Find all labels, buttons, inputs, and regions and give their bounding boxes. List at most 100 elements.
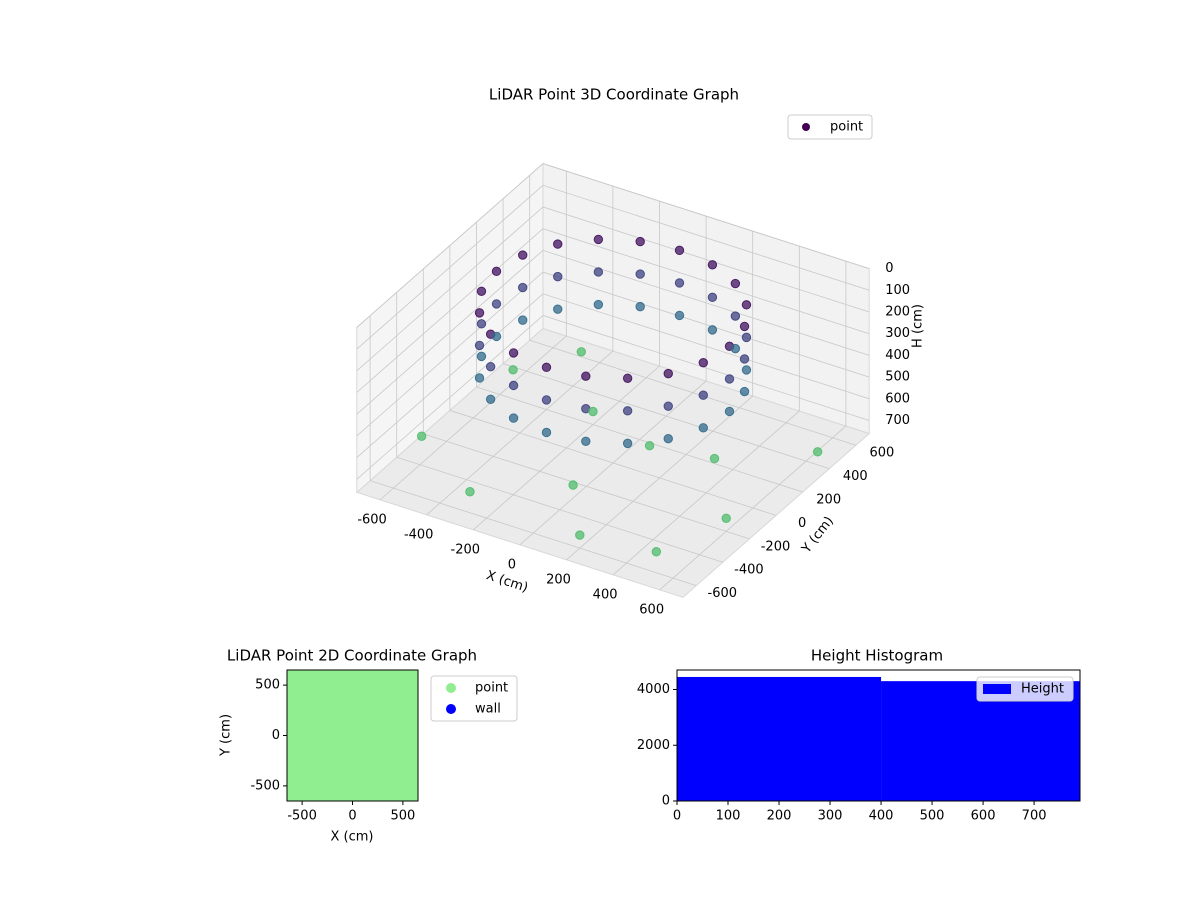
legend-box (787, 114, 873, 140)
point (812, 447, 823, 457)
grid-line (356, 184, 870, 350)
point (541, 395, 552, 405)
x-tick-label: 0 (348, 809, 356, 824)
point (698, 357, 708, 368)
point (644, 441, 655, 451)
point (553, 271, 563, 282)
x-tick-label: 0 (508, 557, 516, 572)
point (541, 427, 552, 438)
x-tick-label: 0 (673, 809, 681, 824)
x-tick-label: 600 (971, 809, 996, 824)
z-tick-label: 300 (885, 326, 910, 341)
legend-box (976, 676, 1074, 702)
z-tick-label: 700 (885, 413, 910, 428)
point (575, 530, 585, 540)
point (508, 413, 519, 423)
point (730, 278, 741, 289)
x-tick-label: 300 (818, 809, 843, 824)
x-tick-label: -200 (451, 542, 481, 557)
z-tick-label: 400 (885, 348, 910, 363)
point (707, 325, 718, 335)
point (707, 292, 718, 303)
point (474, 373, 485, 383)
z-tick-label: 0 (885, 261, 893, 276)
z-axis-label: H (cm) (911, 304, 926, 348)
point (663, 434, 673, 444)
point (491, 299, 502, 309)
x-tick-label: 700 (1022, 809, 1047, 824)
point (741, 365, 752, 375)
point (707, 260, 718, 270)
legend-label: wall (475, 702, 501, 717)
y-tick-label: 0 (662, 794, 670, 809)
point (622, 373, 633, 383)
grid-line (529, 175, 857, 446)
point (663, 401, 673, 411)
z-tick-label: 600 (885, 391, 910, 406)
point (476, 351, 487, 362)
point (581, 371, 591, 381)
point (518, 250, 528, 260)
point (739, 354, 750, 364)
legend-label: Height (1021, 682, 1064, 697)
point (741, 332, 752, 343)
grid-line (356, 163, 870, 328)
y-tick-label: 4000 (637, 682, 670, 697)
point (635, 236, 645, 247)
legend-label: point (475, 681, 508, 696)
point (474, 308, 485, 318)
grid-line (356, 228, 870, 393)
legend-marker (983, 684, 1011, 694)
point (416, 431, 427, 441)
grid-line (502, 198, 830, 470)
x-axis-label: X (cm) (331, 830, 374, 845)
x-tick-label: 400 (869, 809, 894, 824)
point (541, 362, 552, 373)
y-tick-label: 600 (869, 446, 894, 461)
point (581, 436, 591, 446)
grid-line (426, 186, 614, 516)
point (724, 406, 735, 417)
grid-line (519, 216, 707, 546)
point (397, 670, 418, 691)
point (593, 234, 604, 245)
point (576, 347, 586, 357)
point (635, 301, 645, 312)
point (674, 278, 685, 288)
legend-marker (446, 683, 456, 693)
z-tick-label: 500 (885, 370, 910, 385)
x-tick-label: 600 (639, 602, 664, 617)
grid-line (356, 249, 870, 415)
point (485, 362, 496, 372)
point (739, 321, 750, 332)
point (476, 286, 487, 296)
y-tick-label: 500 (255, 678, 280, 693)
point (651, 547, 662, 557)
x-tick-label: -500 (287, 809, 317, 824)
point (730, 311, 741, 321)
y-tick-label: -600 (708, 586, 738, 601)
point (698, 423, 708, 433)
x-tick-label: 400 (593, 587, 618, 602)
point (635, 269, 645, 279)
point (593, 267, 604, 277)
grid-line (612, 246, 800, 576)
grid-line (396, 292, 724, 563)
legend-marker (446, 704, 456, 714)
grid-line (473, 201, 660, 531)
point (674, 310, 685, 321)
grid-line (659, 261, 847, 591)
x-tick-label: 200 (767, 809, 792, 824)
point (518, 282, 528, 293)
y-axis-label: Y (cm) (219, 714, 234, 757)
x-tick-label: -400 (404, 527, 434, 542)
point (663, 368, 673, 379)
point (593, 299, 604, 310)
grid-line (356, 206, 870, 372)
y-tick-label: -200 (761, 539, 791, 554)
grid-line (566, 231, 754, 561)
z-tick-label: 200 (885, 305, 910, 320)
legend-marker (802, 123, 810, 131)
x-tick-label: -600 (357, 512, 387, 527)
